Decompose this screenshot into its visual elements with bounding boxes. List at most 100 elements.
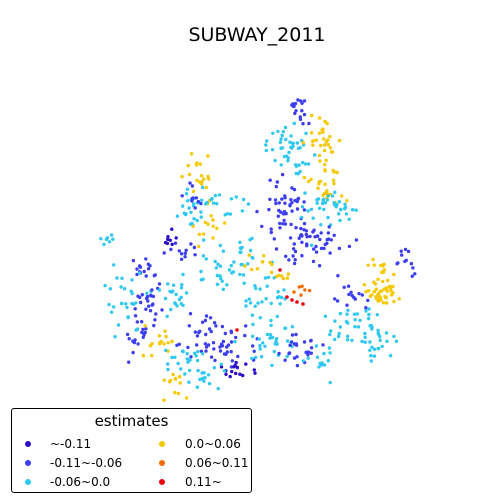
map-point [302, 208, 307, 212]
legend-swatch-5 [159, 460, 165, 466]
map-point [287, 258, 291, 262]
map-point [301, 160, 305, 165]
map-point [300, 109, 304, 113]
map-point [317, 153, 322, 158]
map-point [370, 345, 374, 349]
map-point [247, 297, 251, 301]
map-point [204, 332, 208, 337]
map-point [276, 129, 280, 134]
map-point [144, 257, 148, 261]
map-point [306, 209, 310, 213]
map-point [310, 113, 314, 118]
map-point [212, 321, 217, 325]
map-point [288, 236, 293, 240]
map-point [195, 218, 199, 223]
map-point [260, 224, 264, 229]
map-point [264, 297, 268, 301]
map-point [188, 312, 193, 316]
map-point [268, 178, 272, 182]
map-point [138, 265, 143, 269]
map-point [200, 352, 205, 356]
map-point [199, 269, 203, 274]
map-point [195, 358, 200, 363]
map-point [188, 181, 192, 185]
map-point [140, 330, 144, 335]
map-point [166, 341, 170, 345]
map-point [226, 343, 231, 347]
map-point [298, 169, 302, 174]
map-point [317, 264, 322, 268]
map-point [296, 196, 301, 201]
map-point [305, 235, 309, 239]
map-point [345, 199, 349, 203]
map-point [274, 274, 279, 279]
map-point [345, 303, 349, 307]
map-point [289, 134, 293, 138]
map-point [403, 247, 408, 252]
map-point [284, 154, 289, 158]
map-point [203, 220, 208, 225]
map-point [283, 201, 287, 205]
map-point [215, 202, 219, 206]
map-point [191, 224, 195, 228]
map-point [179, 286, 184, 290]
map-point [332, 233, 336, 237]
map-point [378, 338, 382, 342]
map-point [195, 343, 199, 347]
map-point [107, 240, 112, 244]
map-point [290, 209, 294, 213]
map-point [269, 270, 274, 275]
map-point [194, 163, 198, 167]
map-point [248, 248, 253, 253]
legend-label-4: 0.0~0.06 [185, 437, 241, 451]
map-point [142, 269, 146, 274]
map-point [200, 185, 205, 190]
map-point [283, 358, 287, 362]
map-point [200, 376, 205, 381]
map-point [111, 237, 115, 241]
map-point [380, 270, 384, 274]
map-point [299, 99, 303, 103]
map-point [324, 190, 329, 194]
map-point [261, 260, 265, 264]
map-point [355, 312, 359, 316]
map-point [126, 315, 130, 320]
map-point [157, 282, 162, 286]
map-point [199, 210, 203, 214]
map-point [324, 158, 328, 163]
map-point [344, 212, 349, 216]
map-point [321, 193, 325, 197]
map-point [300, 215, 304, 220]
map-point [328, 134, 332, 139]
map-point [204, 345, 209, 349]
map-point [317, 206, 322, 210]
map-point [302, 200, 306, 204]
map-point [269, 323, 273, 328]
map-point [269, 227, 273, 231]
map-point [225, 283, 229, 287]
map-point [323, 119, 327, 124]
map-point [109, 310, 114, 314]
map-point [253, 371, 257, 375]
map-point [406, 249, 411, 254]
map-point [326, 143, 330, 147]
map-point [290, 340, 294, 344]
map-point [150, 342, 154, 346]
map-point [232, 260, 236, 264]
map-point [385, 339, 389, 343]
map-point [141, 327, 145, 332]
map-point [184, 212, 188, 216]
map-point [196, 349, 200, 354]
map-point [213, 259, 217, 264]
map-point [258, 316, 262, 320]
map-point [300, 205, 305, 209]
map-point [409, 262, 414, 266]
map-point [197, 232, 202, 236]
map-point [200, 198, 204, 202]
map-point [129, 289, 133, 293]
map-point [203, 376, 207, 380]
map-point [297, 285, 301, 289]
map-point [192, 202, 196, 206]
map-point [200, 371, 204, 375]
map-point [185, 357, 190, 361]
